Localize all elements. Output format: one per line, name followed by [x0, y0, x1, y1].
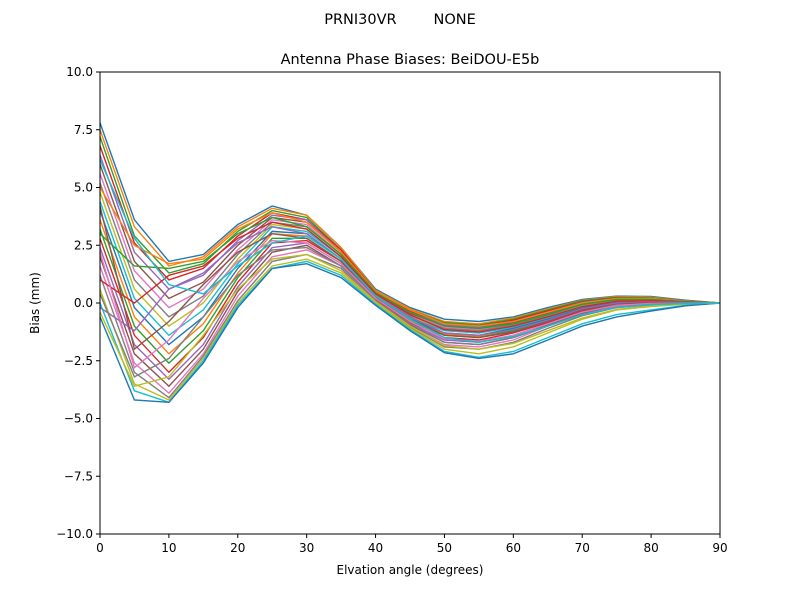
- y-tick-label: 7.5: [74, 123, 93, 137]
- x-tick-label: 70: [575, 541, 590, 555]
- chart-title: Antenna Phase Biases: BeiDOU-E5b: [281, 52, 540, 68]
- x-tick-label: 0: [96, 541, 104, 555]
- y-tick-label: −7.5: [64, 469, 93, 483]
- y-tick-label: 0.0: [74, 296, 93, 310]
- x-tick-label: 10: [161, 541, 176, 555]
- y-tick-label: −10.0: [56, 527, 93, 541]
- y-tick-label: 10.0: [66, 65, 93, 79]
- series-line-22: [99, 187, 721, 327]
- y-tick-label: −5.0: [64, 412, 93, 426]
- y-tick-label: −2.5: [64, 354, 93, 368]
- y-axis-ticks: −10.0 −7.5 −5.0 −2.5 0.0 2.5 5.0 7.5 10.0: [56, 65, 100, 541]
- x-tick-label: 90: [712, 541, 727, 555]
- x-axis-ticks: 0 10 20 30 40 50 60 70 80 90: [96, 534, 728, 555]
- series-line-21: [99, 262, 721, 404]
- y-tick-label: 2.5: [74, 238, 93, 252]
- x-tick-label: 60: [506, 541, 521, 555]
- series-line-29: [99, 253, 721, 388]
- x-tick-label: 40: [368, 541, 383, 555]
- series-line-20: [99, 260, 721, 404]
- plot-lines: [99, 122, 721, 404]
- x-tick-label: 50: [437, 541, 452, 555]
- y-axis-label: Bias (mm): [28, 272, 42, 334]
- x-tick-label: 80: [643, 541, 658, 555]
- series-line-27: [99, 239, 720, 369]
- y-tick-label: 5.0: [74, 181, 93, 195]
- series-line-30: [99, 159, 721, 344]
- x-tick-label: 30: [299, 541, 314, 555]
- series-line-24: [99, 221, 721, 333]
- x-axis-label: Elvation angle (degrees): [337, 563, 484, 577]
- series-line-23: [99, 216, 721, 330]
- series-line-25: [99, 226, 721, 337]
- figure-suptitle: PRNI30VR NONE: [324, 12, 476, 28]
- x-tick-label: 20: [230, 541, 245, 555]
